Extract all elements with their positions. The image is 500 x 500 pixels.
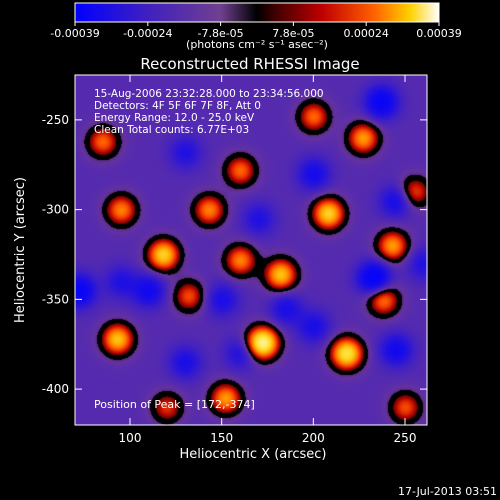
colorbar — [74, 2, 440, 23]
footer-timestamp: 17-Jul-2013 03:51 — [398, 485, 497, 498]
y-axis-ticks: -400 -350 -300 -250 — [42, 113, 427, 396]
colorbar-tick-label: 0.00024 — [343, 27, 389, 40]
annotation-line: Clean Total counts: 6.77E+03 — [94, 124, 249, 136]
x-tick-label: 150 — [210, 431, 233, 445]
heatmap-image-container — [75, 75, 427, 425]
y-tick-label: -300 — [42, 203, 69, 217]
x-tick-label: 250 — [394, 431, 417, 445]
x-tick-label: 200 — [302, 431, 325, 445]
colorbar-tick-label: -0.00024 — [123, 27, 172, 40]
colorbar-tick-label: -0.00039 — [50, 27, 99, 40]
annotation-line: Detectors: 4F 5F 6F 7F 8F, Att 0 — [94, 100, 261, 112]
x-axis-ticks: 100 150 200 250 — [119, 75, 417, 445]
colorbar-ticks: -0.00039 -0.00024 -7.8e-05 7.8e-05 0.00024 0.… — [50, 22, 462, 40]
colorbar-tick-label: -7.8e-05 — [197, 27, 243, 40]
plot-frame — [74, 74, 428, 426]
peak-position-label: Position of Peak = [172,-374] — [94, 398, 255, 411]
y-tick-label: -350 — [42, 292, 69, 306]
x-axis-label: Heliocentric X (arcsec) — [180, 447, 327, 462]
colorbar-tick-label: 7.8e-05 — [272, 27, 314, 40]
heatmap-image — [75, 75, 427, 425]
annotation-line: 15-Aug-2006 23:32:28.000 to 23:34:56.000 — [94, 88, 324, 100]
chart-title: Reconstructed RHESSI Image — [140, 55, 359, 73]
colorbar-tick-label: 0.00039 — [416, 27, 462, 40]
y-axis-label: Heliocentric Y (arcsec) — [13, 177, 28, 323]
x-tick-label: 100 — [119, 431, 142, 445]
y-tick-label: -250 — [42, 113, 69, 127]
annotation-block: 15-Aug-2006 23:32:28.000 to 23:34:56.000… — [94, 88, 324, 136]
y-tick-label: -400 — [42, 382, 69, 396]
colorbar-units-label: (photons cm⁻² s⁻¹ asec⁻²) — [186, 38, 328, 51]
annotation-line: Energy Range: 12.0 - 25.0 keV — [94, 112, 255, 124]
